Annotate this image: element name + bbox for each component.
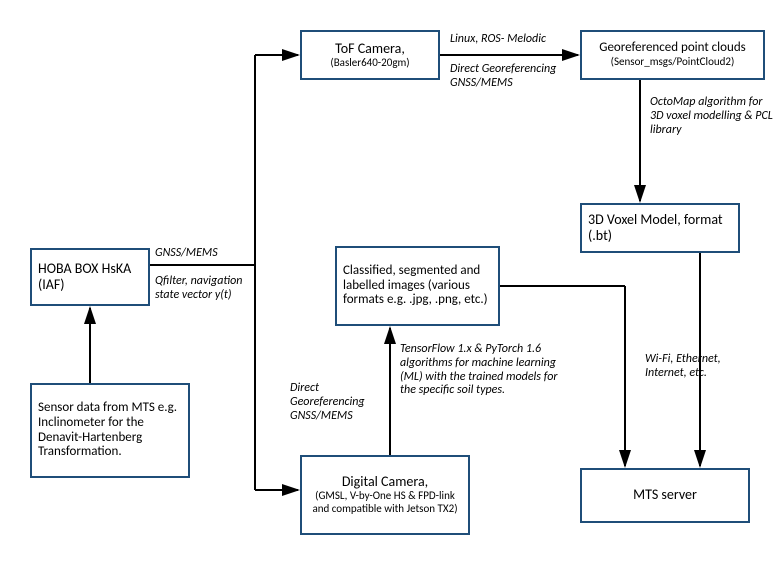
label-wifi: Wi-Fi, Ethernet, Internet, etc. bbox=[645, 353, 735, 381]
node-digcam: Digital Camera, (GMSL, V-by-One HS & FPD… bbox=[300, 455, 470, 535]
label-linux-ros: Linux, ROS- Melodic bbox=[450, 33, 580, 47]
node-gpc-title: Georeferenced point clouds bbox=[599, 41, 746, 56]
node-tof: ToF Camera, (Basler640-20gm) bbox=[300, 30, 440, 80]
label-direct-geo-top: Direct Georeferencing GNSS/MEMS bbox=[450, 63, 590, 91]
node-tof-title: ToF Camera, bbox=[335, 41, 405, 57]
node-hoba: HOBA BOX HsKA (IAF) bbox=[30, 248, 150, 306]
node-mts-title: MTS server bbox=[633, 487, 697, 503]
label-direct-geo-bot: Direct Georeferencing GNSS/MEMS bbox=[290, 382, 390, 423]
node-gpc-sub: (Sensor_msgs/PointCloud2) bbox=[611, 56, 735, 69]
node-class: Classified, segmented and labelled image… bbox=[335, 246, 500, 326]
node-voxel-text: 3D Voxel Model, format (.bt) bbox=[588, 212, 732, 244]
label-tensorflow: TensorFlow 1.x & PyTorch 1.6 algorithms … bbox=[400, 343, 565, 398]
label-qfilter: Qfilter, navigation state vector y(t) bbox=[155, 275, 255, 303]
node-sensor-text: Sensor data from MTS e.g. Inclinometer f… bbox=[38, 401, 182, 461]
node-digcam-title: Digital Camera, bbox=[342, 474, 428, 490]
label-gnss-mems: GNSS/MEMS bbox=[155, 247, 245, 261]
node-gpc: Georeferenced point clouds (Sensor_msgs/… bbox=[580, 30, 765, 80]
node-hoba-title: HOBA BOX HsKA (IAF) bbox=[38, 261, 142, 293]
node-digcam-sub: (GMSL, V-by-One HS & FPD-link and compat… bbox=[308, 490, 462, 515]
node-voxel: 3D Voxel Model, format (.bt) bbox=[580, 203, 740, 253]
node-tof-sub: (Basler640-20gm) bbox=[330, 57, 409, 70]
node-sensor: Sensor data from MTS e.g. Inclinometer f… bbox=[30, 383, 190, 478]
label-octomap: OctoMap algorithm for 3D voxel modelling… bbox=[650, 96, 775, 137]
node-mts: MTS server bbox=[580, 468, 750, 523]
node-class-text: Classified, segmented and labelled image… bbox=[343, 264, 492, 309]
